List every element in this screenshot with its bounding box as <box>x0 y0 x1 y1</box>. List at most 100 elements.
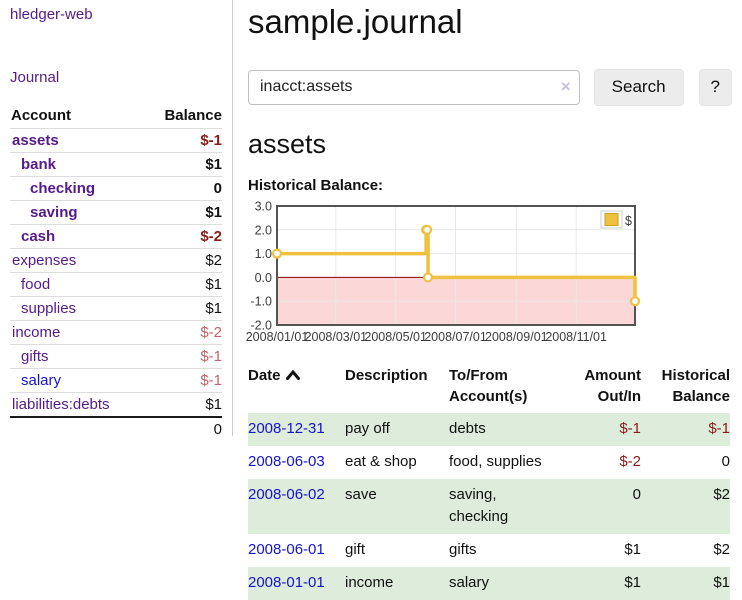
transaction-description: save <box>345 486 377 503</box>
account-link[interactable]: assets <box>12 132 59 149</box>
account-link[interactable]: gifts <box>21 348 49 365</box>
account-row: checking 0 <box>10 176 222 201</box>
transaction-amount: $-1 <box>619 420 641 437</box>
accounts-total-spacer <box>10 417 143 442</box>
account-name-cell: assets <box>10 129 143 153</box>
transaction-amount: $1 <box>624 574 641 591</box>
account-name-cell: income <box>10 321 143 345</box>
y-axis-tick-label: -1.0 <box>250 295 272 309</box>
account-link[interactable]: liabilities:debts <box>12 396 110 413</box>
transaction-balance: $2 <box>713 541 730 558</box>
transaction-accounts: gifts <box>449 541 477 558</box>
account-row: cash $-2 <box>10 224 222 249</box>
transaction-row: 2008-12-31 pay off debts $-1 $-1 <box>248 413 730 446</box>
account-row: bank $1 <box>10 152 222 177</box>
help-button[interactable]: ? <box>698 68 732 106</box>
search-input[interactable] <box>248 69 580 105</box>
transaction-description: eat & shop <box>345 453 417 470</box>
y-axis-tick-label: 2.0 <box>255 223 272 237</box>
account-link[interactable]: income <box>12 324 61 341</box>
transaction-date-link[interactable]: 2008-12-31 <box>248 420 325 437</box>
transaction-accounts: salary <box>449 574 490 591</box>
account-heading: assets <box>248 129 327 159</box>
account-row: assets $-1 <box>10 128 222 153</box>
transaction-row: 2008-01-01 income salary $1 $1 <box>248 567 730 600</box>
search-form: × Search ? <box>248 68 732 106</box>
account-name-cell: cash <box>10 225 143 249</box>
search-button[interactable]: Search <box>593 68 684 106</box>
register-header-description: Description <box>345 367 428 384</box>
plot-border <box>276 205 636 326</box>
x-axis-tick-label: 2008/07/01 <box>424 330 487 344</box>
transaction-date-link[interactable]: 2008-06-01 <box>248 541 325 558</box>
account-name-cell: supplies <box>10 297 143 321</box>
legend-swatch-icon <box>604 213 619 226</box>
transaction-accounts: debts <box>449 420 486 437</box>
account-row: salary $-1 <box>10 368 222 393</box>
account-link[interactable]: salary <box>21 372 62 389</box>
accounts-total-value: 0 <box>213 421 222 438</box>
account-name-cell: expenses <box>10 249 143 273</box>
brand-link[interactable]: hledger-web <box>10 6 93 23</box>
transaction-description: income <box>345 574 394 591</box>
account-balance: 0 <box>213 180 222 197</box>
account-name-cell: saving <box>10 201 143 225</box>
transaction-balance: $-1 <box>708 420 730 437</box>
y-axis-tick-label: 0.0 <box>255 271 272 285</box>
x-axis-tick-label: 2008/03/01 <box>305 330 368 344</box>
transaction-date-link[interactable]: 2008-06-03 <box>248 453 325 470</box>
register-header-amount-out-in: Amount Out/In <box>584 367 641 405</box>
chart-canvas[interactable]: $3.0 2.0 1.0 0.0 -1.0 -2.02008/01/012008/03/0… <box>246 200 732 351</box>
x-axis-tick-label: 2008/05/01 <box>364 330 427 344</box>
y-axis-tick-label: -2.0 <box>250 319 272 333</box>
account-balance: $1 <box>205 396 222 413</box>
page-title: sample.journal <box>248 3 463 40</box>
transaction-amount: 0 <box>632 486 641 503</box>
transaction-date-cell: 2008-06-03 <box>248 446 345 479</box>
account-balance: $-1 <box>200 372 222 389</box>
sidebar-item-journal[interactable]: Journal <box>10 69 60 86</box>
transaction-balance: $1 <box>713 574 730 591</box>
account-balance: $-2 <box>200 324 222 341</box>
transaction-description: pay off <box>345 420 390 437</box>
account-balance: $1 <box>205 156 222 173</box>
transaction-date-cell: 2008-12-31 <box>248 413 345 446</box>
transaction-balance: $2 <box>713 486 730 503</box>
account-name-cell: bank <box>10 153 143 177</box>
transaction-amount: $1 <box>624 541 641 558</box>
clear-search-icon[interactable]: × <box>560 76 571 96</box>
account-link[interactable]: cash <box>21 228 56 245</box>
account-row: gifts $-1 <box>10 344 222 369</box>
main-content: sample.journal × Search ? assets Histori… <box>246 0 732 600</box>
transaction-amount: $-2 <box>619 453 641 470</box>
account-name-cell: checking <box>10 177 143 201</box>
account-link[interactable]: saving <box>30 204 78 221</box>
account-link[interactable]: food <box>21 276 51 293</box>
sort-ascending-icon <box>285 369 300 380</box>
accounts-table: Account Balance assets $-1 bank $1 checking 0… <box>10 104 222 442</box>
account-balance: $-2 <box>200 228 222 245</box>
register-header-row: Date Description To/From Account(s) Amount … <box>248 361 730 413</box>
transaction-row: 2008-06-03 eat & shop food, supplies $-2 0 <box>248 446 730 479</box>
historical-balance-chart[interactable]: $3.0 2.0 1.0 0.0 -1.0 -2.0 2008/01/01 2008/03/0… <box>246 200 732 351</box>
legend-label: $ <box>625 214 632 228</box>
accounts-header-account: Account <box>11 107 71 124</box>
account-name-cell: liabilities:debts <box>10 393 143 418</box>
register-header-date[interactable]: Date <box>248 361 345 413</box>
x-axis-tick-label: 2008/11/01 <box>545 330 607 344</box>
transaction-row: 2008-06-02 save saving, checking 0 $2 <box>248 479 730 534</box>
accounts-header-balance: Balance <box>164 107 222 124</box>
account-link[interactable]: bank <box>21 156 57 173</box>
data-point-marker <box>421 224 433 235</box>
account-link[interactable]: expenses <box>12 252 77 269</box>
transaction-date-link[interactable]: 2008-01-01 <box>248 574 325 591</box>
transaction-date-link[interactable]: 2008-06-02 <box>248 486 325 503</box>
sidebar: hledger-web Journal Account Balance asse… <box>0 0 233 438</box>
account-row: supplies $1 <box>10 296 222 321</box>
transaction-description: gift <box>345 541 366 558</box>
account-balance: $2 <box>205 252 222 269</box>
account-link[interactable]: checking <box>30 180 96 197</box>
account-row: saving $1 <box>10 200 222 225</box>
transaction-balance: 0 <box>721 453 730 470</box>
account-link[interactable]: supplies <box>21 300 77 317</box>
